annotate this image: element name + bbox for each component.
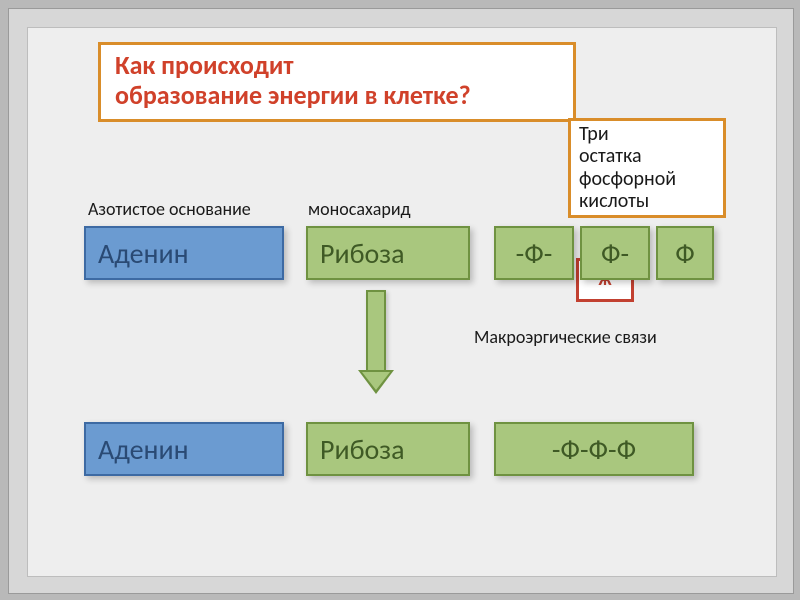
- title-line-1: Как происходит: [115, 51, 559, 81]
- title-line-2: образование энергии в клетке?: [115, 81, 559, 111]
- row2-phosphate-text: -Ф-Ф-Ф: [552, 432, 636, 467]
- row1-ph3-text: Ф: [675, 236, 695, 271]
- down-arrow: [358, 290, 394, 394]
- slide-canvas: Как происходит образование энергии в кле…: [27, 27, 777, 577]
- row1-ph2-box: Ф-: [580, 226, 650, 280]
- row1-ph2-text: Ф-: [601, 236, 629, 271]
- row1-ph3-box: Ф: [656, 226, 714, 280]
- slide-frame-outer: Как происходит образование энергии в кле…: [8, 8, 794, 594]
- arrow-head: [358, 370, 394, 394]
- phosphate-note-box: Три остатка фосфорной кислоты: [568, 118, 726, 218]
- arrow-stem: [366, 290, 386, 370]
- note-line: кислоты: [579, 190, 715, 212]
- row2-adenine-box: Аденин: [84, 422, 284, 476]
- label-macroergic: Макроэргические связи: [474, 326, 657, 348]
- note-line: остатка: [579, 145, 715, 167]
- label-monosaccharide: моносахарид: [308, 198, 411, 220]
- row1-adenine-text: Аденин: [98, 236, 189, 271]
- row1-ph1-box: -Ф-: [494, 226, 574, 280]
- arrow-head-fill: [362, 372, 390, 390]
- row1-adenine-box: Аденин: [84, 226, 284, 280]
- row1-ph1-text: -Ф-: [516, 236, 553, 271]
- row1-ribose-box: Рибоза: [306, 226, 470, 280]
- title-box: Как происходит образование энергии в кле…: [98, 42, 576, 122]
- note-line: Три: [579, 123, 715, 145]
- row2-ribose-text: Рибоза: [320, 432, 405, 467]
- row2-phosphate-box: -Ф-Ф-Ф: [494, 422, 694, 476]
- row2-adenine-text: Аденин: [98, 432, 189, 467]
- label-nitrogen-base: Азотистое основание: [88, 198, 251, 220]
- row1-ribose-text: Рибоза: [320, 236, 405, 271]
- row2-ribose-box: Рибоза: [306, 422, 470, 476]
- note-line: фосфорной: [579, 168, 715, 190]
